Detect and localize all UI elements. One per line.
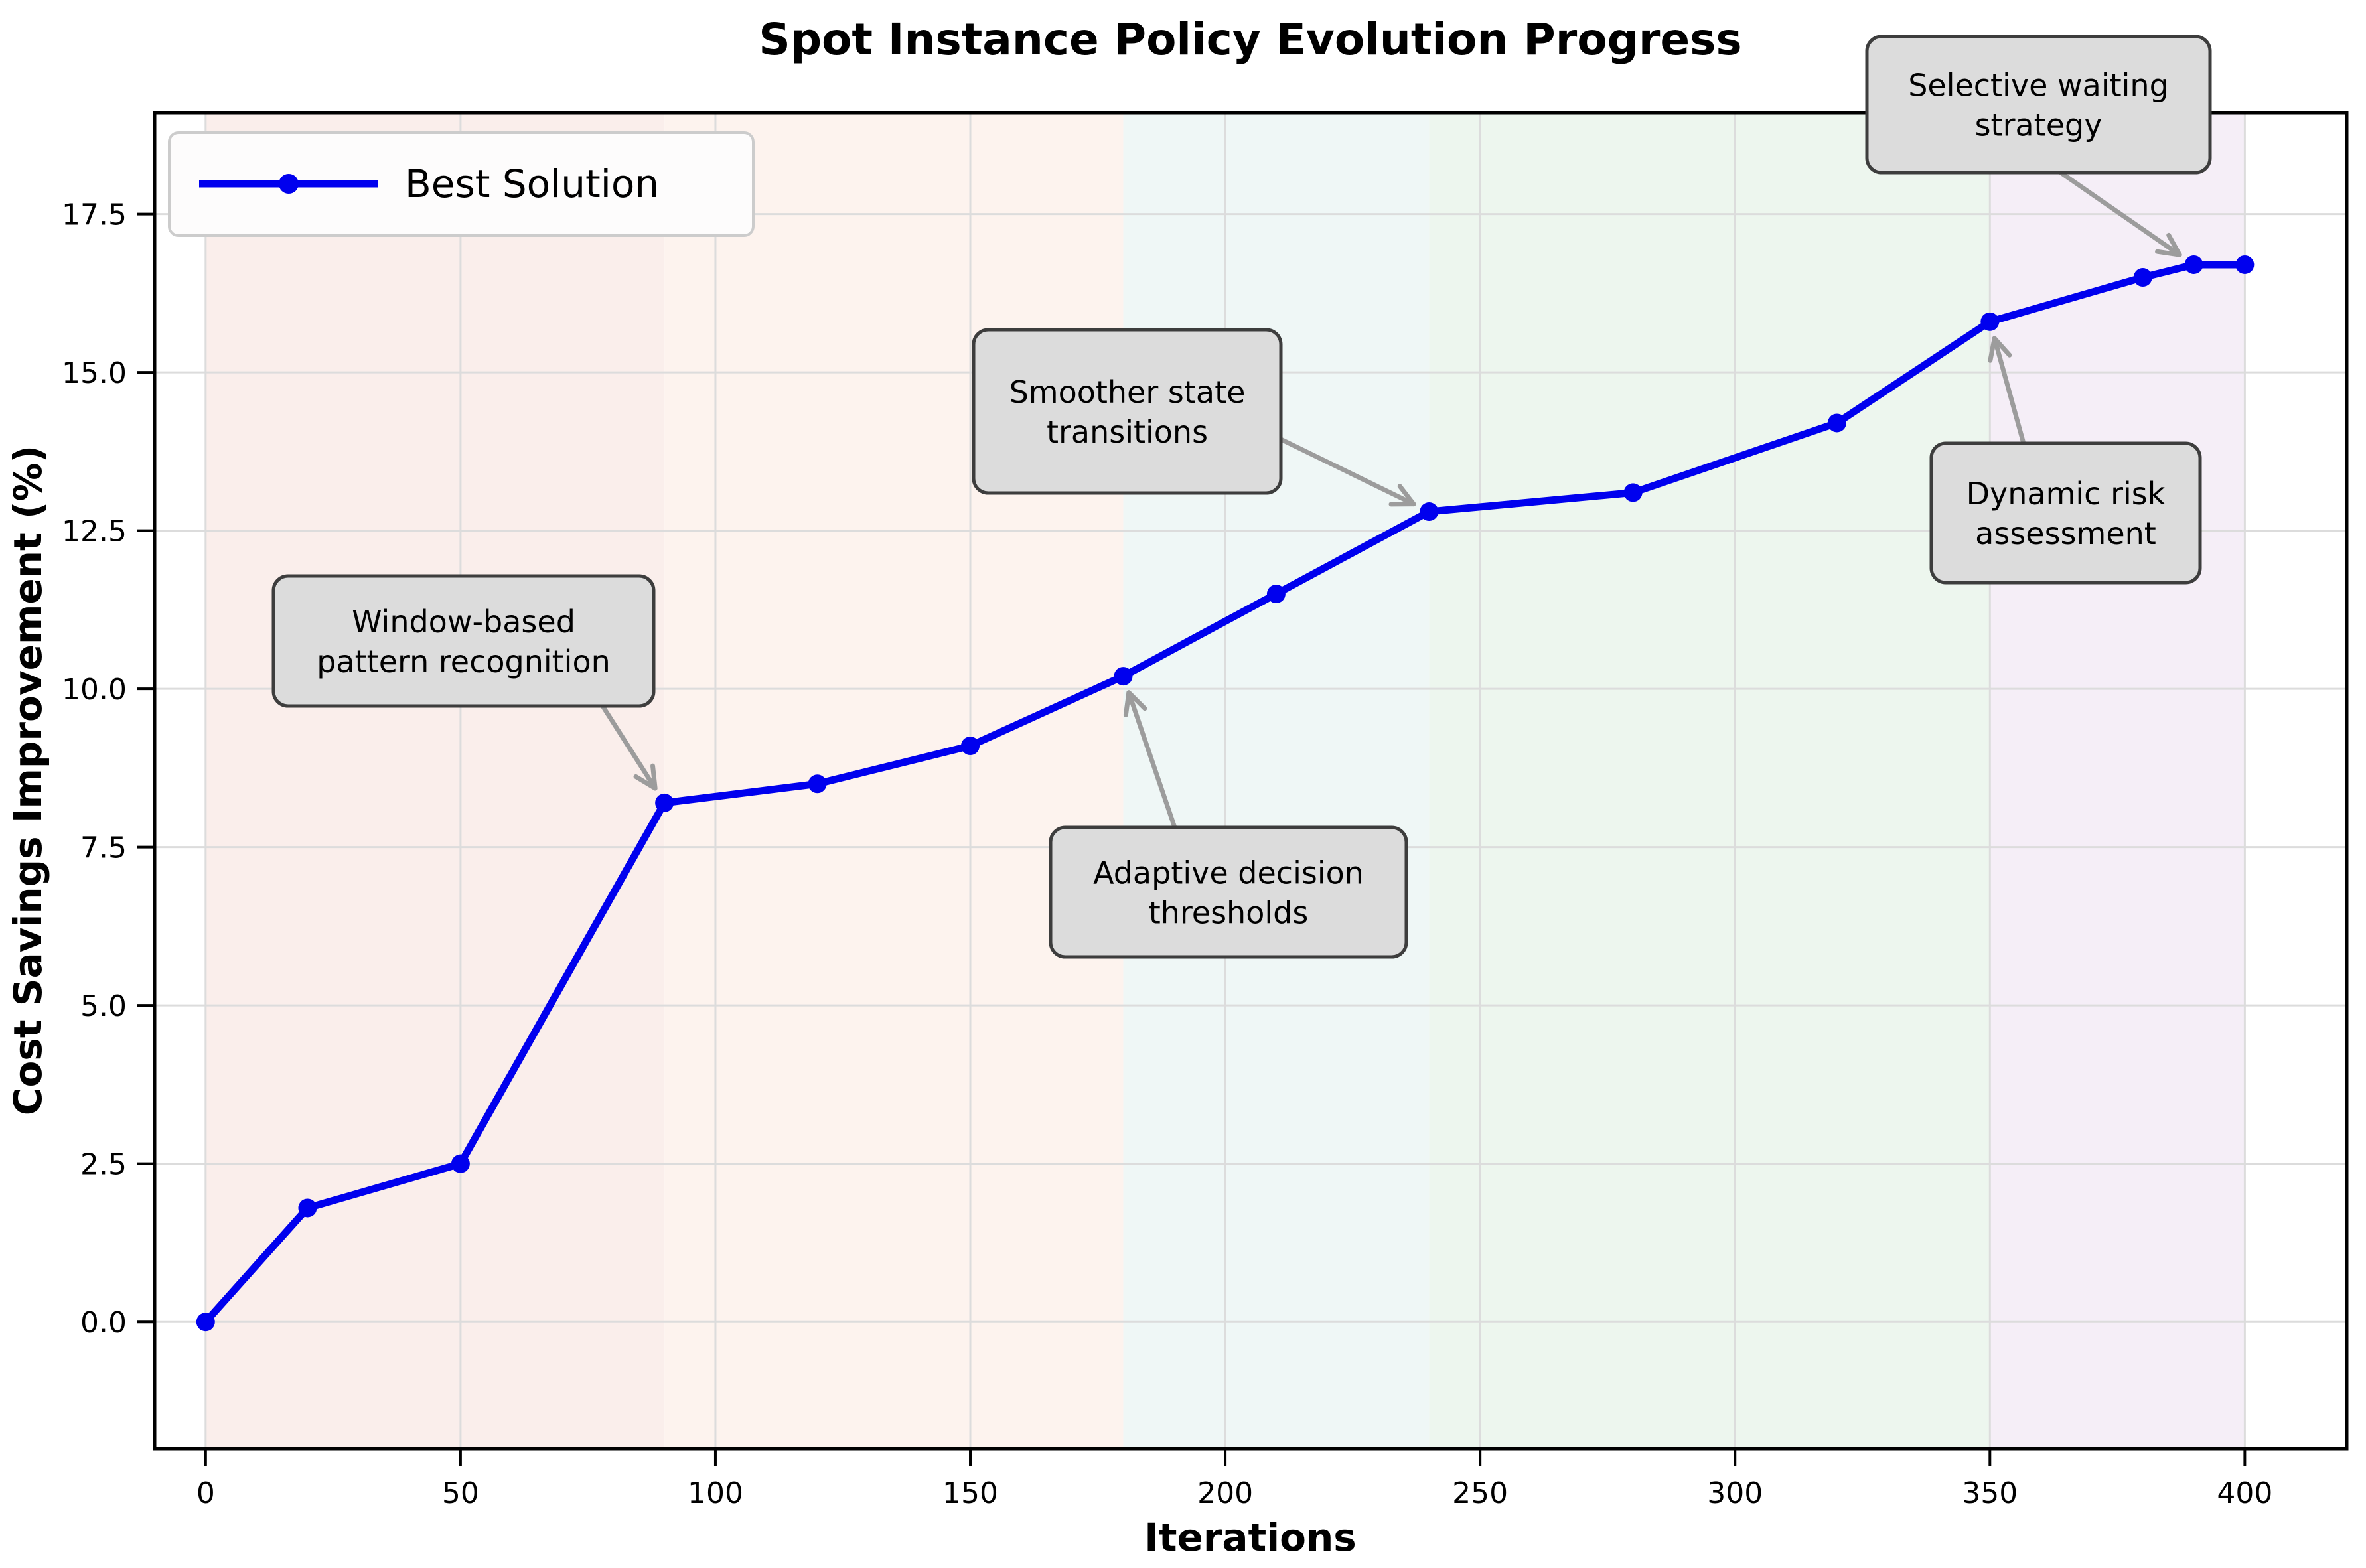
chart-title: Spot Instance Policy Evolution Progress xyxy=(759,14,1741,65)
y-tick-label: 7.5 xyxy=(80,831,127,865)
x-tick-label: 250 xyxy=(1452,1476,1508,1510)
legend-marker-icon xyxy=(279,174,299,194)
annotation-text: assessment xyxy=(1975,516,2156,551)
legend-label: Best Solution xyxy=(405,161,659,206)
data-point-marker xyxy=(298,1198,317,1218)
background-region xyxy=(664,113,1124,1449)
axes-spines xyxy=(153,111,2349,1451)
annotation-arrow xyxy=(1992,337,2026,444)
data-point-marker xyxy=(1420,502,1439,522)
annotation-arrowhead-icon xyxy=(633,774,658,791)
data-point-marker xyxy=(1266,585,1286,604)
annotation-arrowhead-icon xyxy=(2155,249,2182,257)
legend-box xyxy=(168,131,755,237)
annotation-arrowhead-icon xyxy=(1126,690,1147,711)
annotation-box xyxy=(1865,35,2212,175)
annotation-text: thresholds xyxy=(1149,895,1309,931)
annotation-text: Selective waiting xyxy=(1908,68,2169,104)
annotation-text: transitions xyxy=(1047,414,1208,450)
annotation-arrowhead-icon xyxy=(650,763,658,791)
annotation-arrows xyxy=(601,171,2182,829)
data-point-marker xyxy=(961,737,980,756)
annotation-arrowhead-icon xyxy=(2166,232,2182,257)
y-tick-label: 17.5 xyxy=(62,198,127,232)
data-point-marker xyxy=(1114,667,1133,686)
annotation-arrowhead-icon xyxy=(1988,336,1997,363)
annotation-text: strategy xyxy=(1975,107,2103,143)
x-tick-label: 300 xyxy=(1707,1476,1763,1510)
y-tick-label: 0.0 xyxy=(80,1306,127,1340)
background-region xyxy=(205,113,665,1449)
annotation-arrow xyxy=(601,705,658,790)
annotation-text: Adaptive decision xyxy=(1093,855,1364,891)
annotation-arrowhead-icon xyxy=(1992,336,2012,358)
data-point-marker xyxy=(196,1313,215,1332)
annotation-box xyxy=(1929,441,2202,585)
annotation-box xyxy=(271,574,656,708)
x-tick-label: 350 xyxy=(1962,1476,2018,1510)
data-point-marker xyxy=(1623,483,1643,502)
y-tick-label: 10.0 xyxy=(62,673,127,707)
annotation-text: Dynamic risk xyxy=(1966,476,2166,512)
annotation-text: pattern recognition xyxy=(317,644,611,679)
x-tick-label: 50 xyxy=(442,1476,479,1510)
data-point-marker xyxy=(2184,255,2203,274)
data-point-marker xyxy=(451,1154,470,1173)
background-region xyxy=(1123,113,1430,1449)
legend: Best Solution xyxy=(168,131,755,237)
data-point-marker xyxy=(2133,268,2152,287)
annotation-text: Smoother state xyxy=(1009,374,1246,410)
x-axis-label: Iterations xyxy=(1144,1515,1357,1560)
y-tick-label: 2.5 xyxy=(80,1148,127,1182)
data-point-marker xyxy=(655,793,674,812)
x-tick-label: 200 xyxy=(1197,1476,1253,1510)
annotation-box xyxy=(1049,825,1408,959)
annotation-arrow xyxy=(1280,437,1415,506)
y-tick-label: 12.5 xyxy=(62,515,127,549)
data-series xyxy=(196,255,2255,1332)
y-tick-label: 5.0 xyxy=(80,989,127,1023)
x-tick-label: 0 xyxy=(196,1476,215,1510)
axis-ticks: 0 50 100 150 200 250 300 350 400 0.0 2.5 5.0 7.5 10.0… xyxy=(62,198,2272,1510)
y-axis-label: Cost Savings Improvement (%) xyxy=(5,445,50,1115)
background-region xyxy=(1429,113,1990,1449)
annotation-arrowhead-icon xyxy=(1123,690,1132,717)
x-tick-label: 400 xyxy=(2217,1476,2272,1510)
y-tick-label: 15.0 xyxy=(62,356,127,390)
plot-border xyxy=(153,111,2349,1451)
data-point-marker xyxy=(1980,312,2000,331)
annotation-boxes: Window-based pattern recognition Smoother … xyxy=(271,35,2212,959)
annotation-arrowhead-icon xyxy=(1397,484,1416,507)
annotation-arrow xyxy=(2059,171,2181,257)
data-point-marker xyxy=(2235,255,2255,274)
background-region xyxy=(1990,113,2245,1449)
data-point-marker xyxy=(808,774,827,794)
annotation-arrow xyxy=(1126,691,1177,829)
annotation-box xyxy=(972,328,1283,495)
annotation-text: Window-based xyxy=(352,604,575,640)
data-point-marker xyxy=(1827,413,1846,433)
x-tick-label: 100 xyxy=(688,1476,743,1510)
x-tick-label: 150 xyxy=(942,1476,998,1510)
